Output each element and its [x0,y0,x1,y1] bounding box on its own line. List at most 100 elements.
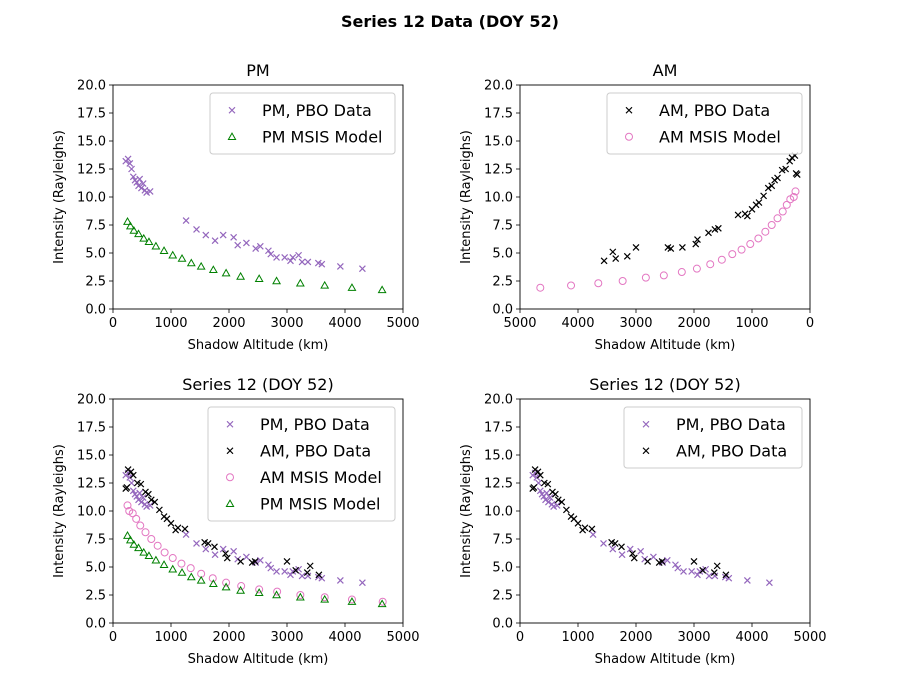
data-point [347,595,356,604]
data-point [746,240,755,249]
legend-marker [226,473,234,482]
data-point [734,211,742,219]
data-point [659,271,668,280]
y-tick-label: 17.5 [77,421,106,436]
legend: PM, PBO Data AM, PBO Data [623,406,803,469]
data-point [123,501,132,510]
data-point [304,258,312,266]
data-point [144,237,154,245]
x-tick-label: 1000 [735,316,768,331]
data-point [139,547,149,556]
data-point [336,263,344,270]
data-point [151,555,161,564]
data-point [254,274,264,282]
data-point [242,553,250,561]
data-point [546,494,554,501]
y-tick-label: 0.0 [85,303,106,318]
subplot-4: Series 12 (DOY 52) 0 1000 2000 3000 4000 5000 0… [459,375,827,667]
data-point [318,260,326,268]
data-point [219,545,227,553]
subplot-2: AM 5000 4000 3000 2000 1000 0 0.0 2.5 5.0 7.5 10.0 1… [459,61,814,353]
data-point [567,281,576,290]
data-point [221,582,231,591]
x-tick-label: 3000 [619,316,652,331]
data-point [168,554,177,563]
data-point [774,174,781,182]
data-point [608,538,616,546]
legend-marker [226,447,234,455]
data-point [710,569,718,577]
data-point [126,159,134,167]
data-point [303,569,311,577]
data-point [618,277,627,285]
data-point [125,535,135,544]
data-point [136,175,144,183]
data-point [256,556,264,564]
subplot-title: Series 12 (DOY 52) [182,375,333,394]
y-axis-label: Intensity (Rayleighs) [52,130,67,264]
x-axis-label: Shadow Altitude (km) [188,338,329,353]
data-point [146,501,154,509]
data-point [296,591,305,599]
data-point [123,217,132,225]
x-tick-label: 5000 [386,316,419,331]
data-point [160,548,169,557]
data-point [146,187,154,195]
data-point [129,173,137,181]
data-point [234,241,242,249]
data-point [168,250,178,259]
data-point [626,545,634,553]
x-tick-label: 3000 [677,630,710,645]
data-point [252,245,260,252]
data-point [125,507,134,515]
data-point [139,494,147,501]
data-point [177,559,186,568]
data-point [159,560,169,568]
data-point [773,214,782,223]
data-point [600,257,608,265]
legend-marker [625,106,633,114]
legend-label: AM, PBO Data [659,101,770,120]
y-tick-label: 17.5 [484,421,513,436]
data-point [594,279,603,288]
legend-box [207,406,396,522]
data-point [320,594,330,603]
series-pm-pbo-data [529,469,773,587]
data-point [306,562,314,570]
y-tick-label: 20.0 [484,393,513,408]
y-tick-label: 15.0 [484,449,513,464]
data-point [677,268,686,277]
y-tick-label: 5.0 [85,561,106,576]
series-am-pbo-data [122,466,323,579]
data-point [655,559,663,566]
subplot-1: PM 0 1000 2000 3000 4000 5000 0.0 2.5 5.0 7.5 10.0 1… [52,61,420,353]
data-point [358,579,366,587]
data-point [141,528,150,537]
series-pm-msis-model [123,217,387,294]
legend-box [606,92,803,155]
legend-marker [642,447,650,455]
data-point [273,587,282,596]
subplot-3: Series 12 (DOY 52) 0 1000 2000 3000 4000 5000 0… [52,375,420,667]
data-point [791,187,800,196]
data-point [320,593,329,602]
data-point [255,585,264,594]
legend-marker [227,132,237,140]
y-tick-label: 15.0 [77,449,106,464]
data-point [248,559,256,566]
data-point [743,212,751,220]
x-tick-label: 3000 [270,630,303,645]
subplot-grid: PM0 1000 2000 3000 4000 50000.02.55.07.510.01… [52,61,827,667]
x-tick-label: 5000 [793,630,826,645]
data-point [295,592,305,601]
x-tick-label: 2000 [212,316,245,331]
legend-label: AM MSIS Model [260,468,382,487]
data-point [124,466,132,473]
y-tick-label: 12.5 [77,477,106,492]
data-point [295,251,303,259]
data-point [208,265,218,273]
data-point [160,513,168,521]
subplot-title: AM [653,61,678,80]
data-point [237,557,245,565]
data-point [663,556,671,564]
